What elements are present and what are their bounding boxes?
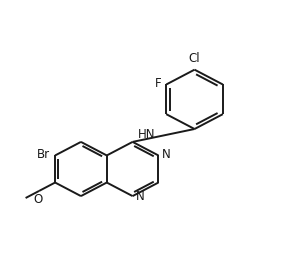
Text: N: N <box>162 148 171 162</box>
Text: F: F <box>154 77 161 90</box>
Text: HN: HN <box>137 128 155 141</box>
Text: Cl: Cl <box>189 52 200 65</box>
Text: N: N <box>136 190 145 203</box>
Text: O: O <box>33 193 42 206</box>
Text: Br: Br <box>37 148 50 162</box>
